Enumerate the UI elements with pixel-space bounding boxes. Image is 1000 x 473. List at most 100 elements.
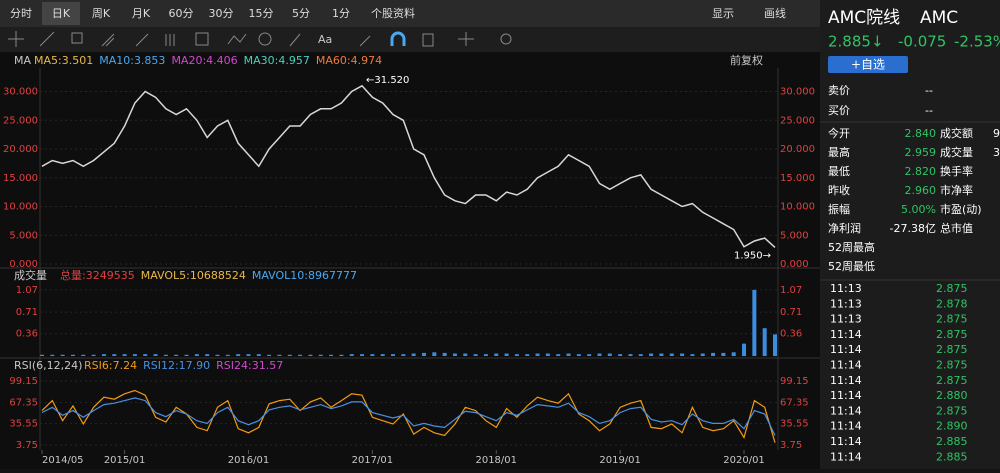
stat-cell: 昨收	[828, 183, 850, 197]
x-tick-label: 2015/01	[104, 455, 146, 466]
y-tick-label: 25.000	[3, 115, 38, 126]
volume-bar	[81, 354, 86, 356]
y-tick-label: 0.36	[16, 329, 38, 340]
y-tick-label: 5.000	[9, 230, 38, 241]
volume-bar	[112, 354, 117, 356]
stat-cell: 9	[993, 127, 1000, 140]
draw-toolbar	[0, 27, 820, 52]
volume-bar	[721, 352, 726, 356]
add-button[interactable]	[828, 56, 908, 73]
volume-bar	[267, 354, 272, 356]
volume-bar	[452, 353, 457, 356]
series-line	[41, 397, 776, 436]
volume-bar	[40, 354, 44, 356]
stat-cell: 今开	[828, 126, 850, 140]
stock-code: AMC	[920, 8, 958, 28]
trade-price: 2.890	[936, 420, 968, 433]
trade-price: 2.885	[936, 435, 968, 448]
tab[interactable]: 日K	[52, 7, 71, 20]
legend-item: 总量:3249535	[60, 268, 135, 282]
volume-bar	[752, 289, 757, 356]
stat-cell: 5.00%	[901, 203, 936, 216]
volume-bar	[91, 354, 96, 356]
volume-bar	[773, 334, 777, 356]
trade-price: 2.885	[936, 450, 968, 463]
trade-time: 11:14	[830, 450, 862, 463]
tab[interactable]: 周K	[92, 7, 111, 20]
text-tool[interactable]: Aa	[318, 33, 332, 46]
volume-bar	[132, 354, 137, 356]
y-tick-label-right: 10.000	[780, 202, 815, 213]
change: -0.075	[898, 33, 946, 51]
volume-bar	[597, 353, 602, 356]
volume-bar	[401, 354, 406, 356]
tab[interactable]: 分时	[10, 7, 32, 20]
x-tick-label: 2016/01	[228, 455, 270, 466]
stat-cell: 2.960	[905, 184, 937, 197]
volume-bar	[380, 354, 385, 356]
legend-item: MA10:3.853	[99, 54, 165, 67]
volume-bar	[545, 353, 550, 356]
volume-bar	[504, 353, 509, 356]
volume-label: 成交量	[14, 268, 47, 282]
y-tick-label-right: 3.75	[780, 440, 802, 451]
y-tick-label: 67.35	[9, 397, 38, 408]
add-label[interactable]: +自选	[851, 58, 885, 72]
volume-bar	[308, 354, 313, 356]
legend-item: RSI24:31.57	[216, 359, 283, 372]
toolbar-button[interactable]: 显示	[712, 7, 734, 20]
volume-bar	[494, 353, 499, 356]
volume-bar	[680, 353, 685, 356]
volume-bar	[225, 354, 230, 356]
x-tick-label: 2019/01	[599, 455, 641, 466]
volume-bar	[742, 343, 747, 356]
book-label: 买价	[828, 104, 850, 117]
volume-bar	[762, 328, 767, 356]
trade-time: 11:14	[830, 328, 862, 341]
stat-cell: 市净率	[940, 183, 973, 197]
volume-bar	[287, 354, 292, 356]
stat-cell: 最高	[828, 145, 850, 159]
trade-price: 2.875	[936, 282, 968, 295]
y-tick-label: 35.55	[9, 419, 38, 430]
tab[interactable]: 1分	[332, 7, 350, 20]
stat-cell: 换手率	[940, 164, 973, 178]
adjust-mode[interactable]: 前复权	[730, 53, 763, 67]
y-tick-label-right: 0.71	[780, 307, 802, 318]
tab[interactable]: 5分	[292, 7, 310, 20]
volume-bar	[174, 354, 179, 356]
volume-bar	[566, 353, 571, 356]
volume-bar	[669, 353, 674, 356]
book-value: --	[925, 104, 933, 117]
chart-bg	[0, 52, 820, 469]
ma-label: MA	[14, 54, 31, 67]
toolbar-button[interactable]: 画线	[764, 6, 786, 20]
y-tick-label-right: 25.000	[780, 115, 815, 126]
trade-price: 2.880	[936, 389, 968, 402]
low-label: 1.950→	[734, 250, 771, 261]
volume-bar	[246, 354, 251, 356]
trade-price: 2.875	[936, 313, 968, 326]
volume-bar	[184, 354, 189, 356]
y-tick-label-right: 5.000	[780, 230, 809, 241]
volume-bar	[143, 354, 148, 356]
volume-bar	[70, 354, 75, 356]
price: 2.885↓	[828, 33, 884, 51]
y-tick-label-right: 35.55	[780, 419, 809, 430]
tab[interactable]: 30分	[209, 7, 234, 20]
y-tick-label-right: 1.07	[780, 285, 802, 296]
volume-bar	[514, 354, 519, 356]
stat-cell: 2.820	[905, 165, 937, 178]
stat-cell: 净利润	[828, 221, 861, 235]
volume-bar	[731, 352, 736, 356]
stat-cell: 2.840	[905, 127, 937, 140]
tab[interactable]: 月K	[132, 7, 151, 20]
volume-bar	[618, 354, 623, 356]
tab[interactable]: 60分	[169, 7, 194, 20]
tab[interactable]: 15分	[249, 7, 274, 20]
tab[interactable]: 个股资料	[371, 6, 415, 20]
volume-bar	[329, 354, 334, 356]
y-tick-label-right: 67.35	[780, 397, 809, 408]
volume-bar	[60, 354, 65, 356]
y-tick-label-right: 15.000	[780, 173, 815, 184]
